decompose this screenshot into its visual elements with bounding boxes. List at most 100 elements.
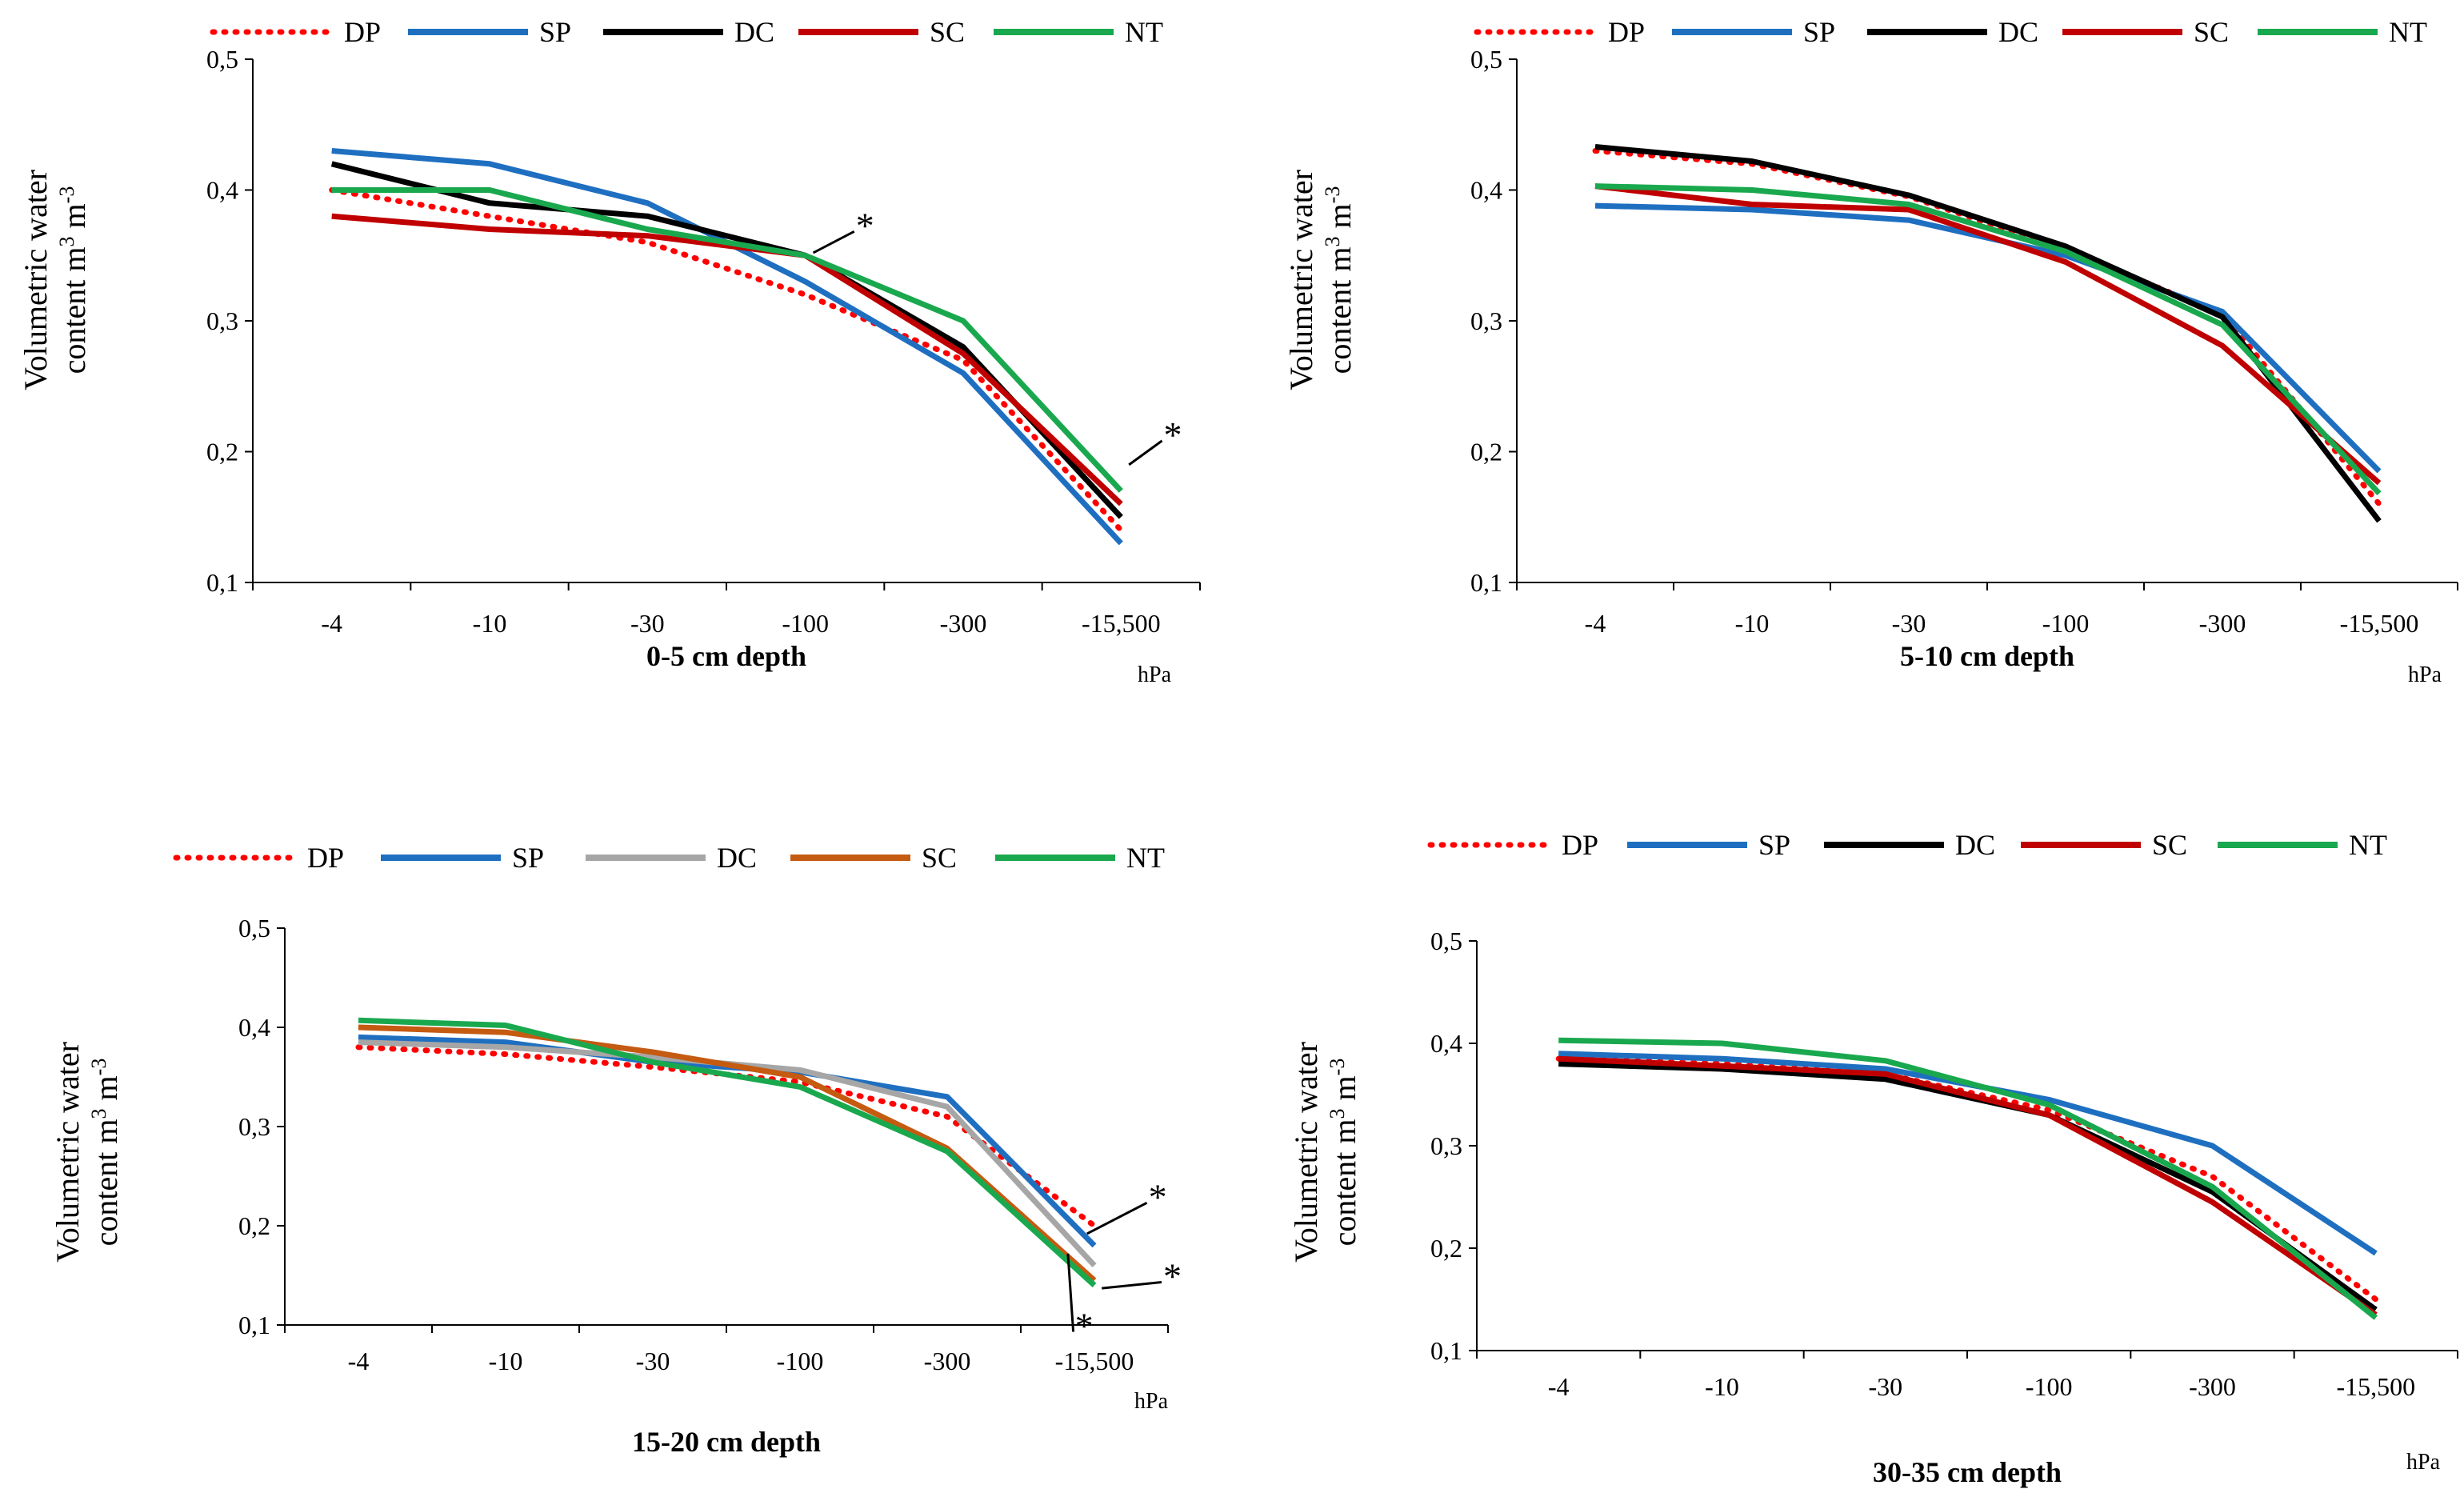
x-tick-label: -15,500	[1082, 609, 1161, 638]
series-line-dp	[1592, 148, 2382, 507]
annotation-leader	[1066, 1253, 1075, 1332]
chart-5-10cm: DP SP DC SC NT 0,1 0,2 0,3 0,4 0,5 -4 -10 -30 -100 -30…	[1283, 16, 2458, 687]
y-tick-label: 0,5	[238, 914, 270, 943]
series-line-dc	[330, 161, 1123, 519]
x-axis-title: 30-35 cm depth	[1873, 1456, 2062, 1488]
series-line-dp	[329, 187, 1124, 534]
x-tick-label: -100	[777, 1347, 824, 1375]
y-tick-label: 0,2	[1470, 438, 1502, 466]
x-tick-label: -10	[473, 609, 507, 638]
x-tick-label: -300	[2199, 609, 2246, 638]
legend-item-nt: NT	[994, 16, 1163, 48]
legend-label: DC	[1955, 829, 1995, 861]
legend-item-sc: SC	[2021, 829, 2187, 861]
x-tick-label: -4	[321, 609, 342, 638]
chart-15-20cm: DP SP DC SC NT 0,1 0,2 0,3 0,4 0,5 -4 -10 -30 -100 -30…	[50, 842, 1182, 1458]
y-axis-title-line1: Volumetric water	[50, 1042, 86, 1263]
unit-label: hPa	[1138, 662, 1172, 687]
unit-label: hPa	[2408, 662, 2442, 687]
annotation-leader	[1128, 439, 1163, 466]
legend-label: NT	[1125, 16, 1163, 48]
series-line-sc	[1558, 1055, 2378, 1318]
series-line-sc	[331, 213, 1123, 506]
legend-label: DC	[1998, 16, 2038, 48]
y-tick-label: 0,4	[1430, 1029, 1462, 1058]
series-line-sc	[358, 1024, 1097, 1283]
legend: DP SP DC SC NT	[210, 16, 1163, 48]
series-line-dc	[1558, 1061, 2378, 1312]
legend-item-dc: DC	[1824, 829, 1995, 861]
chart-30-35cm: DP SP DC SC NT 0,1 0,2 0,3 0,4 0,5 -4 -10 -30 -100 -30…	[1288, 829, 2458, 1488]
x-tick-label: -30	[1892, 609, 1926, 638]
y-tick-label: 0,3	[1470, 306, 1502, 335]
legend-label: DC	[734, 16, 774, 48]
x-tick-label: -4	[1585, 609, 1606, 638]
legend-label: SP	[1803, 16, 1835, 48]
x-tick-label: -10	[489, 1347, 523, 1375]
legend-item-sp: SP	[408, 16, 571, 48]
legend-label: NT	[1126, 842, 1165, 874]
x-tick-label: -4	[1548, 1372, 1570, 1401]
y-axis-title-line2: content m3 m-3	[55, 186, 93, 374]
annotation-asterisk: *	[1075, 1305, 1094, 1346]
y-tick-label: 0,1	[1430, 1336, 1462, 1365]
legend-label: SC	[922, 842, 957, 874]
legend-item-dc: DC	[1867, 16, 2038, 48]
legend-item-nt: NT	[2258, 16, 2427, 48]
x-tick-label: -300	[924, 1347, 971, 1375]
legend-label: DC	[717, 842, 757, 874]
y-tick-label: 0,3	[206, 306, 238, 335]
series-line-nt	[358, 1017, 1097, 1287]
y-tick-label: 0,5	[1470, 45, 1502, 74]
legend-label: SC	[2152, 829, 2187, 861]
legend-item-sp: SP	[1672, 16, 1835, 48]
annotation-leader	[1086, 1201, 1148, 1235]
legend-label: DP	[1608, 16, 1645, 48]
legend-item-nt: NT	[2218, 829, 2387, 861]
series-line-sp	[331, 148, 1123, 546]
x-axis-title: 15-20 cm depth	[632, 1426, 821, 1458]
legend-label: SP	[539, 16, 571, 48]
legend: DP SP DC SC NT	[1474, 16, 2427, 48]
legend-item-dc: DC	[603, 16, 774, 48]
series-line-nt	[331, 187, 1123, 493]
y-axis-title: Volumetric water content m3 m-3	[50, 1042, 124, 1263]
x-tick-label: -30	[630, 609, 665, 638]
y-axis-title: Volumetric water content m3 m-3	[1288, 1042, 1362, 1263]
legend-item-dp: DP	[1474, 16, 1645, 48]
y-axis-title-line1: Volumetric water	[18, 170, 54, 390]
series-line-sc	[1594, 183, 2382, 486]
legend-label: SP	[1758, 829, 1790, 861]
y-tick-label: 0,2	[1430, 1234, 1462, 1263]
legend-item-dp: DP	[210, 16, 381, 48]
y-tick-label: 0,1	[206, 568, 238, 597]
y-axis-title-line2: content m3 m-3	[87, 1059, 125, 1247]
legend-label: SC	[2194, 16, 2229, 48]
legend-item-sp: SP	[1627, 829, 1790, 861]
x-tick-label: -10	[1735, 609, 1770, 638]
legend-label: DP	[307, 842, 344, 874]
x-axis-title: 5-10 cm depth	[1900, 640, 2074, 672]
legend-label: DP	[1562, 829, 1598, 861]
y-axis-title-line2: content m3 m-3	[1326, 1059, 1363, 1247]
unit-label: hPa	[2406, 1450, 2441, 1475]
legend-label: SP	[512, 842, 544, 874]
annotation-leader	[812, 230, 855, 254]
x-tick-label: -10	[1705, 1372, 1739, 1401]
legend-item-sc: SC	[2062, 16, 2229, 48]
legend-item-sp: SP	[381, 842, 544, 874]
x-tick-label: -4	[348, 1347, 370, 1375]
y-axis-title: Volumetric water content m3 m-3	[1283, 170, 1358, 390]
annotation-asterisk: *	[856, 205, 874, 246]
legend-item-sc: SC	[798, 16, 965, 48]
series-line-nt	[1594, 183, 2382, 496]
legend-item-dc: DC	[586, 842, 757, 874]
legend-item-dp: DP	[1427, 829, 1598, 861]
legend-label: NT	[2389, 16, 2427, 48]
legend-item-nt: NT	[995, 842, 1165, 874]
legend-item-dp: DP	[173, 842, 344, 874]
legend: DP SP DC SC NT	[173, 842, 1165, 874]
y-tick-label: 0,4	[238, 1013, 270, 1042]
legend: DP SP DC SC NT	[1427, 829, 2387, 861]
